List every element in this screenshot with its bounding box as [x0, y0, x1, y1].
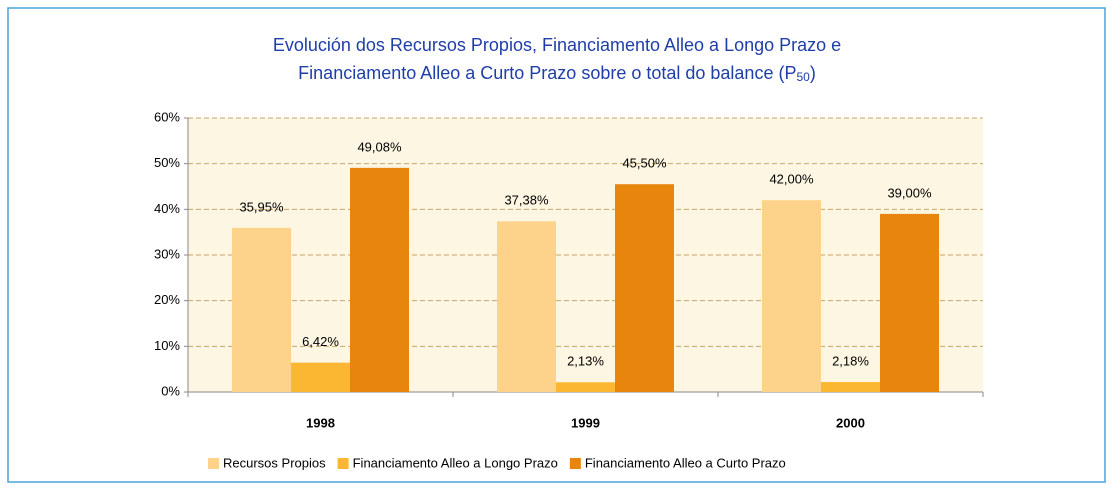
value-label: 35,95% [239, 199, 284, 214]
bar [350, 167, 409, 392]
y-tick-label: 0% [161, 383, 180, 398]
value-label: 2,18% [832, 353, 869, 368]
chart-title: Financiamento Alleo a Curto Prazo sobre … [298, 63, 816, 84]
legend-swatch [208, 458, 219, 469]
y-tick-label: 20% [154, 292, 180, 307]
title-subscript: 50 [796, 70, 810, 84]
value-label: 39,00% [887, 185, 932, 200]
y-tick-label: 50% [154, 155, 180, 170]
value-label: 42,00% [769, 172, 814, 187]
legend-label: Recursos Propios [223, 455, 326, 470]
legend-swatch [569, 458, 581, 469]
bar [821, 382, 880, 392]
legend-swatch [337, 458, 349, 469]
value-label: 45,50% [622, 156, 667, 171]
bar [880, 213, 939, 392]
bar [556, 382, 615, 392]
legend-label: Financiamento Alleo a Longo Prazo [353, 455, 558, 470]
value-label: 49,08% [357, 139, 402, 154]
y-tick-label: 10% [154, 338, 180, 353]
y-tick-label: 30% [154, 246, 180, 261]
bar [497, 221, 556, 392]
bar [762, 200, 821, 392]
bar [291, 362, 350, 392]
chart-title: Evolución dos Recursos Propios, Financia… [273, 35, 841, 55]
x-tick-label: 1998 [306, 415, 335, 430]
title-text: ) [810, 63, 816, 83]
y-tick-label: 40% [154, 201, 180, 216]
title-text: Financiamento Alleo a Curto Prazo sobre … [298, 63, 796, 83]
x-tick-label: 1999 [571, 415, 600, 430]
value-label: 6,42% [302, 334, 339, 349]
value-label: 37,38% [504, 193, 549, 208]
x-tick-label: 2000 [836, 415, 865, 430]
bar [615, 184, 674, 392]
y-tick-label: 60% [154, 109, 180, 124]
bar [232, 227, 291, 392]
value-label: 2,13% [567, 354, 604, 369]
legend-label: Financiamento Alleo a Curto Prazo [585, 455, 786, 470]
